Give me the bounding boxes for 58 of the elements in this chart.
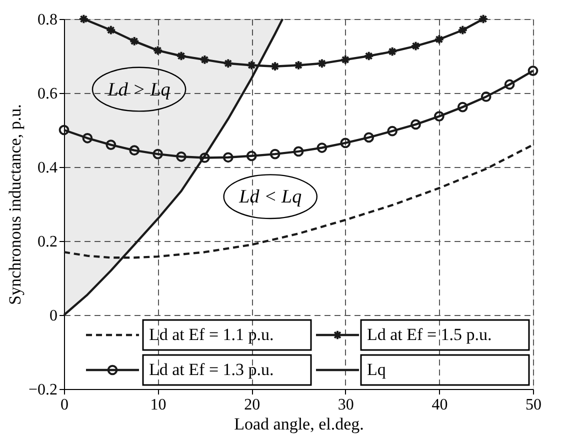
point — [364, 50, 374, 62]
x-tick-label: 0 — [60, 396, 68, 414]
point — [293, 146, 304, 157]
point — [270, 148, 280, 160]
point — [222, 152, 234, 163]
point — [478, 14, 488, 24]
point — [434, 111, 444, 122]
point — [316, 58, 328, 69]
y-tick-label: 0.6 — [38, 86, 58, 102]
point — [152, 148, 163, 160]
point — [82, 132, 93, 144]
point — [340, 138, 351, 148]
point — [340, 54, 351, 65]
y-tick-label: 0.8 — [38, 12, 58, 28]
point — [387, 126, 398, 136]
point — [200, 152, 210, 163]
point — [152, 45, 163, 56]
point — [129, 36, 140, 46]
legend-label: Ld at Ef = 1.5 p.u. — [367, 325, 492, 344]
point — [106, 24, 116, 36]
x-tick-label: 20 — [244, 396, 260, 414]
point — [222, 58, 234, 69]
point — [434, 34, 444, 45]
point — [106, 140, 116, 150]
point — [293, 60, 304, 70]
x-tick-label: 10 — [150, 396, 166, 414]
point — [246, 150, 257, 162]
point — [176, 50, 186, 62]
x-tick-label: 40 — [432, 396, 448, 414]
y-tick-label: 0 — [50, 308, 58, 324]
y-tick-label: 0.4 — [38, 160, 58, 176]
point — [176, 151, 186, 162]
y-tick-label: −0.2 — [28, 382, 58, 398]
point — [410, 119, 421, 130]
x-axis-title: Load angle, el.deg. — [234, 414, 364, 434]
legend-label: Ld at Ef = 1.3 p.u. — [149, 360, 274, 379]
point — [58, 124, 70, 136]
point — [528, 66, 538, 76]
point — [457, 102, 468, 112]
point — [364, 132, 374, 143]
legend-label: Lq — [367, 360, 386, 379]
point — [200, 54, 210, 65]
x-tick-label: 30 — [338, 396, 354, 414]
point — [410, 40, 421, 52]
y-axis-title: Synchronous inductance, p.u. — [5, 104, 24, 305]
point — [457, 24, 468, 36]
point — [387, 46, 398, 57]
legend-label: Ld at Ef = 1.1 p.u. — [149, 325, 274, 344]
x-tick-label: 50 — [526, 396, 542, 414]
annotation: Ld < Lq — [238, 186, 302, 208]
point — [504, 79, 515, 90]
point — [78, 14, 89, 24]
point — [270, 61, 280, 72]
point — [129, 145, 140, 156]
y-tick-label: 0.2 — [38, 234, 58, 250]
point — [316, 142, 328, 153]
point — [480, 92, 492, 102]
point — [246, 60, 257, 70]
